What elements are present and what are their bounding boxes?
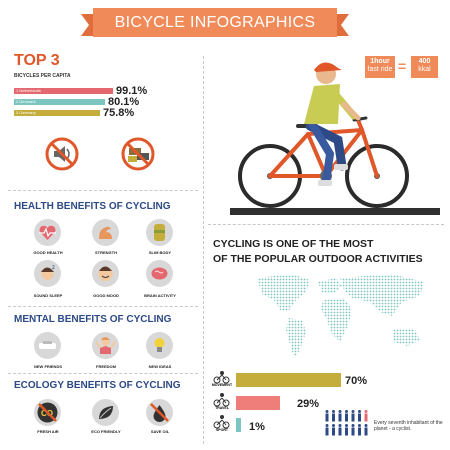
people-pictogram [325, 410, 368, 436]
section-divider [208, 224, 444, 225]
top3-value: 80.1% [108, 96, 140, 108]
person-icon [338, 424, 342, 436]
benefit-label: NEW FRIENDS [34, 364, 62, 369]
no-oil-icon [146, 399, 173, 426]
top3-bar-denmark: 2 Denmark [14, 99, 105, 105]
benefit-label: FRESH AIR [37, 429, 59, 434]
person-icon [325, 424, 329, 436]
person-icon [332, 410, 335, 422]
activity-bar-travel [236, 396, 280, 410]
person-icon [351, 410, 355, 422]
lightbulb-icon [146, 332, 173, 359]
page-title: BICYCLE INFOGRAPHICS [114, 13, 316, 31]
stat-ride-line2: fast ride [367, 66, 393, 73]
activities-title-line2: OF THE POPULAR OUTDOOR ACTIVITIES [213, 253, 423, 265]
section-divider [8, 306, 198, 307]
bike-movement-icon [213, 371, 230, 384]
top3-bar-label: 3 Germany [16, 110, 36, 115]
activity-bar-sport [236, 418, 241, 432]
no-noise-icon [45, 137, 79, 171]
benefit-label: BRAIN ACTIVITY [144, 293, 176, 298]
top3-bar-label: 2 Denmark [16, 99, 36, 104]
person-icon [345, 424, 348, 436]
activities-title-line1: CYCLING IS ONE OF THE MOST [213, 238, 374, 250]
section-divider [8, 190, 198, 191]
cyclist-illustration [230, 62, 440, 215]
ecology-title: ECOLOGY BENEFITS OF CYCLING [14, 380, 181, 391]
person-icon [338, 410, 342, 422]
benefit-label: SAVE OIL [150, 429, 170, 434]
freedom-person-icon [92, 332, 119, 359]
person-icon [358, 424, 361, 436]
top3-title: TOP 3 [14, 52, 60, 69]
handshake-icon [34, 332, 61, 359]
stat-ride-box: 1hour fast ride [365, 56, 395, 78]
benefit-label: SOUND SLEEP [33, 293, 63, 298]
sleep-icon: z [34, 260, 61, 287]
leaf-icon [92, 399, 119, 426]
no-co2-icon: CO [34, 399, 61, 426]
benefit-label: NEW IDEAS [148, 364, 172, 369]
benefit-label: ECO FRIENDLY [91, 429, 121, 434]
activity-value: 1% [249, 421, 265, 433]
arm-muscle-icon [92, 219, 119, 246]
top3-bar-label: 1 Netherlands [16, 88, 41, 93]
svg-text:z: z [52, 265, 55, 271]
activity-value: 29% [297, 398, 320, 410]
stat-equals: = [398, 58, 407, 74]
vertical-divider [203, 56, 204, 444]
stat-ride-line1: 1hour [370, 58, 390, 65]
person-icon [332, 424, 335, 436]
person-icon [364, 424, 368, 436]
stat-kcal-line1: 400 [418, 58, 431, 65]
world-map-illustration [257, 274, 424, 358]
person-icon [345, 410, 348, 422]
benefit-label: FREEDOM [96, 364, 116, 369]
title-banner: BICYCLE INFOGRAPHICS [81, 8, 349, 37]
person-icon [325, 410, 329, 422]
benefit-label: GOOD MOOD [93, 293, 119, 298]
slim-body-icon [146, 219, 173, 246]
top3-bar-netherlands: 1 Netherlands [14, 88, 113, 94]
mental-title: MENTAL BENEFITS OF CYCLING [14, 314, 172, 325]
top3-value: 75.8% [103, 107, 135, 119]
health-title: HEALTH BENEFITS OF CYCLING [14, 201, 171, 212]
smile-face-icon [92, 260, 119, 287]
benefit-label: GOOD HEALTH [33, 250, 63, 255]
no-traffic-icon [121, 137, 155, 171]
activity-icons [213, 371, 230, 429]
top3-value: 99.1% [116, 85, 148, 97]
person-icon [351, 424, 355, 436]
heartbeat-icon [34, 219, 61, 246]
activity-label: SPORT [215, 428, 229, 432]
person-icon [358, 410, 361, 422]
activity-label: TRAVEL [215, 406, 229, 410]
brain-icon [146, 260, 173, 287]
benefit-label: SLIM BODY [148, 250, 172, 255]
bike-sport-icon [213, 415, 230, 429]
stat-kcal-box: 400 kkal [411, 56, 438, 78]
activity-label: MOVEMENT [211, 383, 233, 387]
person-icon [364, 410, 368, 422]
benefit-label: STRENGTH [95, 250, 117, 255]
activity-value: 70% [345, 375, 368, 387]
activities-note: Every seventh inhabitant of the planet -… [374, 420, 443, 432]
activity-bar-movement [236, 373, 341, 387]
top3-subtitle: BICYCLES PER CAPITA [14, 73, 71, 79]
top3-bar-germany: 3 Germany [14, 110, 100, 116]
stat-kcal-line2: kkal [418, 66, 431, 73]
section-divider [8, 373, 198, 374]
bike-travel-icon [213, 393, 230, 407]
